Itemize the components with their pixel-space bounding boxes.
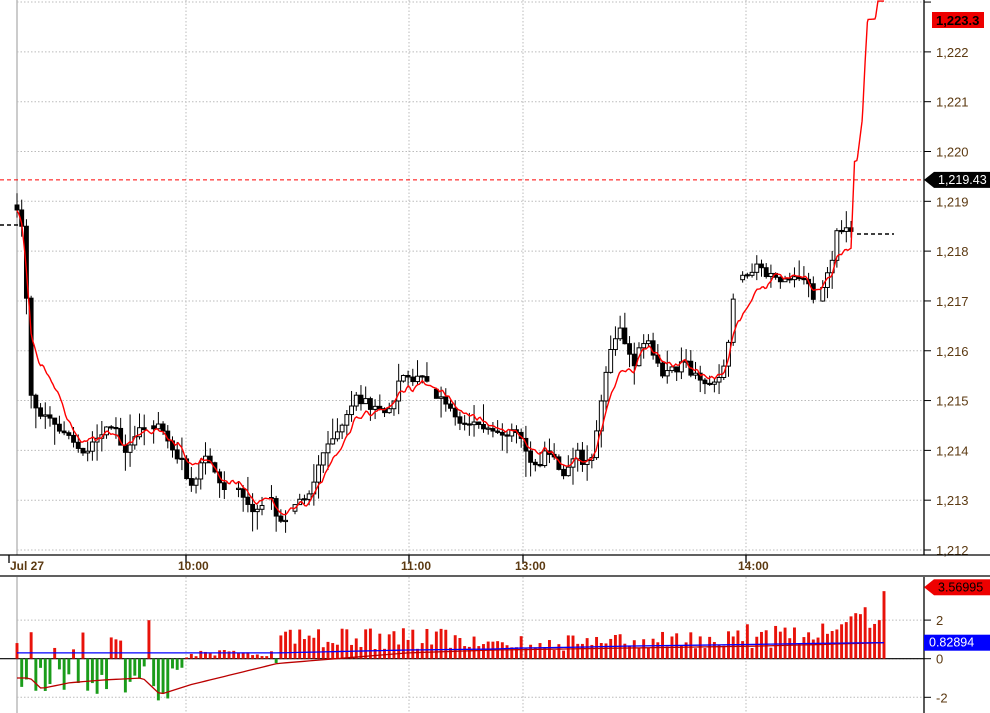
svg-text:1,220: 1,220 — [936, 145, 969, 160]
svg-text:13:00: 13:00 — [515, 559, 546, 573]
svg-text:1,215: 1,215 — [936, 394, 969, 409]
svg-text:Jul 27: Jul 27 — [10, 559, 44, 573]
svg-text:3.56995: 3.56995 — [938, 580, 983, 594]
svg-text:1,213: 1,213 — [936, 493, 969, 508]
svg-text:-2: -2 — [936, 690, 948, 705]
svg-text:1,217: 1,217 — [936, 294, 969, 309]
svg-text:14:00: 14:00 — [738, 559, 769, 573]
svg-text:1,212: 1,212 — [936, 543, 969, 558]
svg-text:0.82894: 0.82894 — [929, 636, 974, 650]
svg-text:1,219: 1,219 — [936, 194, 969, 209]
svg-text:2: 2 — [936, 613, 943, 628]
svg-text:1,222: 1,222 — [936, 45, 969, 60]
svg-text:1,223.3: 1,223.3 — [936, 13, 979, 28]
svg-text:1,219.43: 1,219.43 — [938, 173, 987, 187]
svg-text:1,218: 1,218 — [936, 244, 969, 259]
svg-text:0: 0 — [936, 652, 943, 667]
svg-text:1,214: 1,214 — [936, 443, 969, 458]
svg-text:10:00: 10:00 — [178, 559, 209, 573]
svg-text:1,216: 1,216 — [936, 344, 969, 359]
svg-text:11:00: 11:00 — [401, 559, 431, 573]
svg-text:1,221: 1,221 — [936, 95, 969, 110]
